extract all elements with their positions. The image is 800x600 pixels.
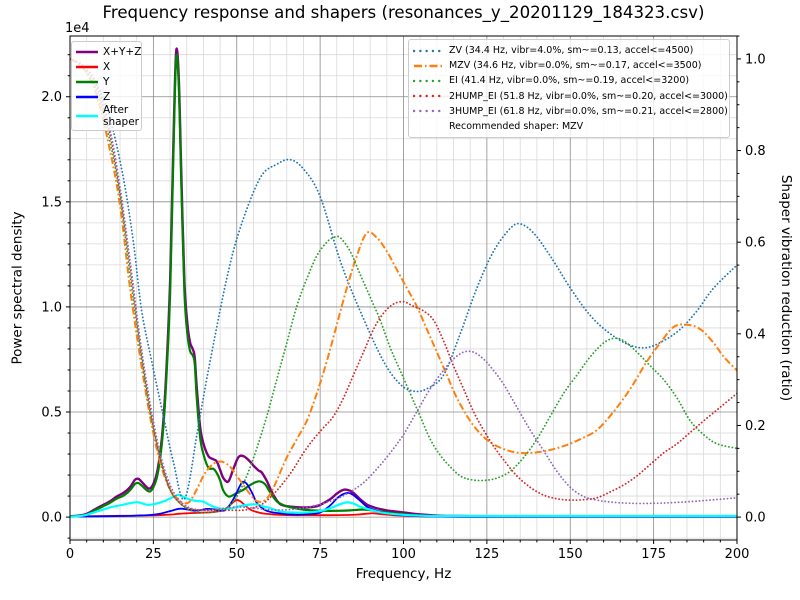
legend-label-x: X — [103, 60, 111, 73]
x-tick-label: 75 — [312, 547, 329, 562]
series-group — [70, 47, 737, 518]
legend-item-after-shaper: After shaper — [75, 104, 140, 128]
legend-item-mzv: MZV (34.6 Hz, vibr=0.0%, sm~=0.17, accel… — [413, 58, 725, 73]
x-tick-label: 0 — [66, 547, 74, 562]
y-left-tick-label: 2.0 — [41, 90, 62, 105]
legend-psd: X+Y+Z X Y Z After shaper — [71, 41, 142, 131]
legend-item-x: X — [75, 59, 138, 74]
curve-shaper-ei — [70, 58, 737, 514]
legend-label-xyz: X+Y+Z — [103, 45, 142, 58]
y-left-tick-label: 1.0 — [41, 300, 62, 315]
curve-shaper-zv — [70, 58, 737, 501]
legend-note-recommended: Recommended shaper: MZV — [413, 119, 725, 134]
chart-title: Frequency response and shapers (resonanc… — [102, 3, 705, 22]
y-right-tick-label: 0.8 — [745, 144, 766, 159]
legend-line-sample-x — [75, 64, 99, 70]
x-tick-label: 150 — [558, 547, 583, 562]
y-right-tick-label: 0.0 — [745, 511, 766, 526]
legend-item-ei: EI (41.4 Hz, vibr=0.0%, sm~=0.19, accel<… — [413, 73, 725, 88]
legend-label-y: Y — [103, 75, 110, 88]
curve-psd-x-y-z — [70, 47, 737, 518]
legend-label-after-shaper: After shaper — [103, 104, 140, 128]
legend-label-recommended: Recommended shaper: MZV — [449, 121, 584, 133]
legend-line-sample-zv — [413, 48, 445, 54]
legend-line-sample-3hump-ei — [413, 108, 445, 114]
y-axis-offset-text: 1e4 — [65, 21, 90, 36]
legend-item-y: Y — [75, 74, 138, 89]
legend-label-zv: ZV (34.4 Hz, vibr=4.0%, sm~=0.13, accel<… — [449, 45, 694, 57]
legend-item-zv: ZV (34.4 Hz, vibr=4.0%, sm~=0.13, accel<… — [413, 43, 725, 58]
curve-shaper-3hump-ei — [70, 58, 737, 512]
x-tick-label: 175 — [641, 547, 666, 562]
curve-shaper-2hump-ei — [70, 58, 737, 512]
legend-shapers: ZV (34.4 Hz, vibr=4.0%, sm~=0.13, accel<… — [408, 39, 730, 139]
legend-label-ei: EI (41.4 Hz, vibr=0.0%, sm~=0.19, accel<… — [449, 75, 690, 87]
y-axis-label-right-wrap: Shaper vibration reduction (ratio) — [775, 36, 797, 540]
curve-psd-after-shaper — [70, 493, 737, 518]
x-tick-label: 25 — [145, 547, 162, 562]
axis-ticks — [66, 35, 741, 544]
y-axis-label-left: Power spectral density — [10, 211, 27, 365]
legend-label-2hump-ei: 2HUMP_EI (51.8 Hz, vibr=0.0%, sm~=0.20, … — [449, 90, 728, 102]
x-tick-label: 50 — [228, 547, 245, 562]
x-axis-label: Frequency, Hz — [355, 566, 452, 582]
x-tick-label: 100 — [391, 547, 416, 562]
legend-item-3hump-ei: 3HUMP_EI (61.8 Hz, vibr=0.0%, sm~=0.21, … — [413, 104, 728, 119]
y-right-tick-label: 0.4 — [745, 327, 766, 342]
legend-item-z: Z — [75, 89, 138, 104]
legend-label-z: Z — [103, 90, 111, 103]
legend-line-sample-2hump-ei — [413, 93, 445, 99]
legend-item-2hump-ei: 2HUMP_EI (51.8 Hz, vibr=0.0%, sm~=0.20, … — [413, 89, 728, 104]
legend-label-mzv: MZV (34.6 Hz, vibr=0.0%, sm~=0.17, accel… — [449, 60, 702, 72]
y-right-tick-label: 0.2 — [745, 419, 766, 434]
tick-labels: 0 25 50 75 100 125 150 175 200 0.0 0.5 1.0 1.5 2.0 0.0… — [41, 52, 765, 562]
legend-line-sample-z — [75, 94, 99, 100]
y-left-tick-label: 0.0 — [41, 511, 62, 526]
y-right-tick-label: 0.6 — [745, 236, 766, 251]
legend-line-sample-ei — [413, 78, 445, 84]
x-tick-label: 125 — [474, 547, 499, 562]
y-right-tick-label: 1.0 — [745, 52, 766, 67]
legend-label-3hump-ei: 3HUMP_EI (61.8 Hz, vibr=0.0%, sm~=0.21, … — [449, 105, 728, 117]
legend-line-sample-xyz — [75, 49, 99, 55]
y-axis-label-left-wrap: Power spectral density — [7, 36, 29, 540]
x-tick-label: 200 — [725, 547, 750, 562]
legend-line-sample-y — [75, 79, 99, 85]
legend-item-xyz: X+Y+Z — [75, 44, 142, 59]
y-left-tick-label: 0.5 — [41, 406, 62, 421]
curve-shaper-mzv — [70, 58, 737, 505]
legend-line-sample-after-shaper — [75, 113, 99, 119]
legend-line-sample-mzv — [413, 63, 445, 69]
y-left-tick-label: 1.5 — [41, 195, 62, 210]
y-axis-label-right: Shaper vibration reduction (ratio) — [778, 174, 795, 402]
